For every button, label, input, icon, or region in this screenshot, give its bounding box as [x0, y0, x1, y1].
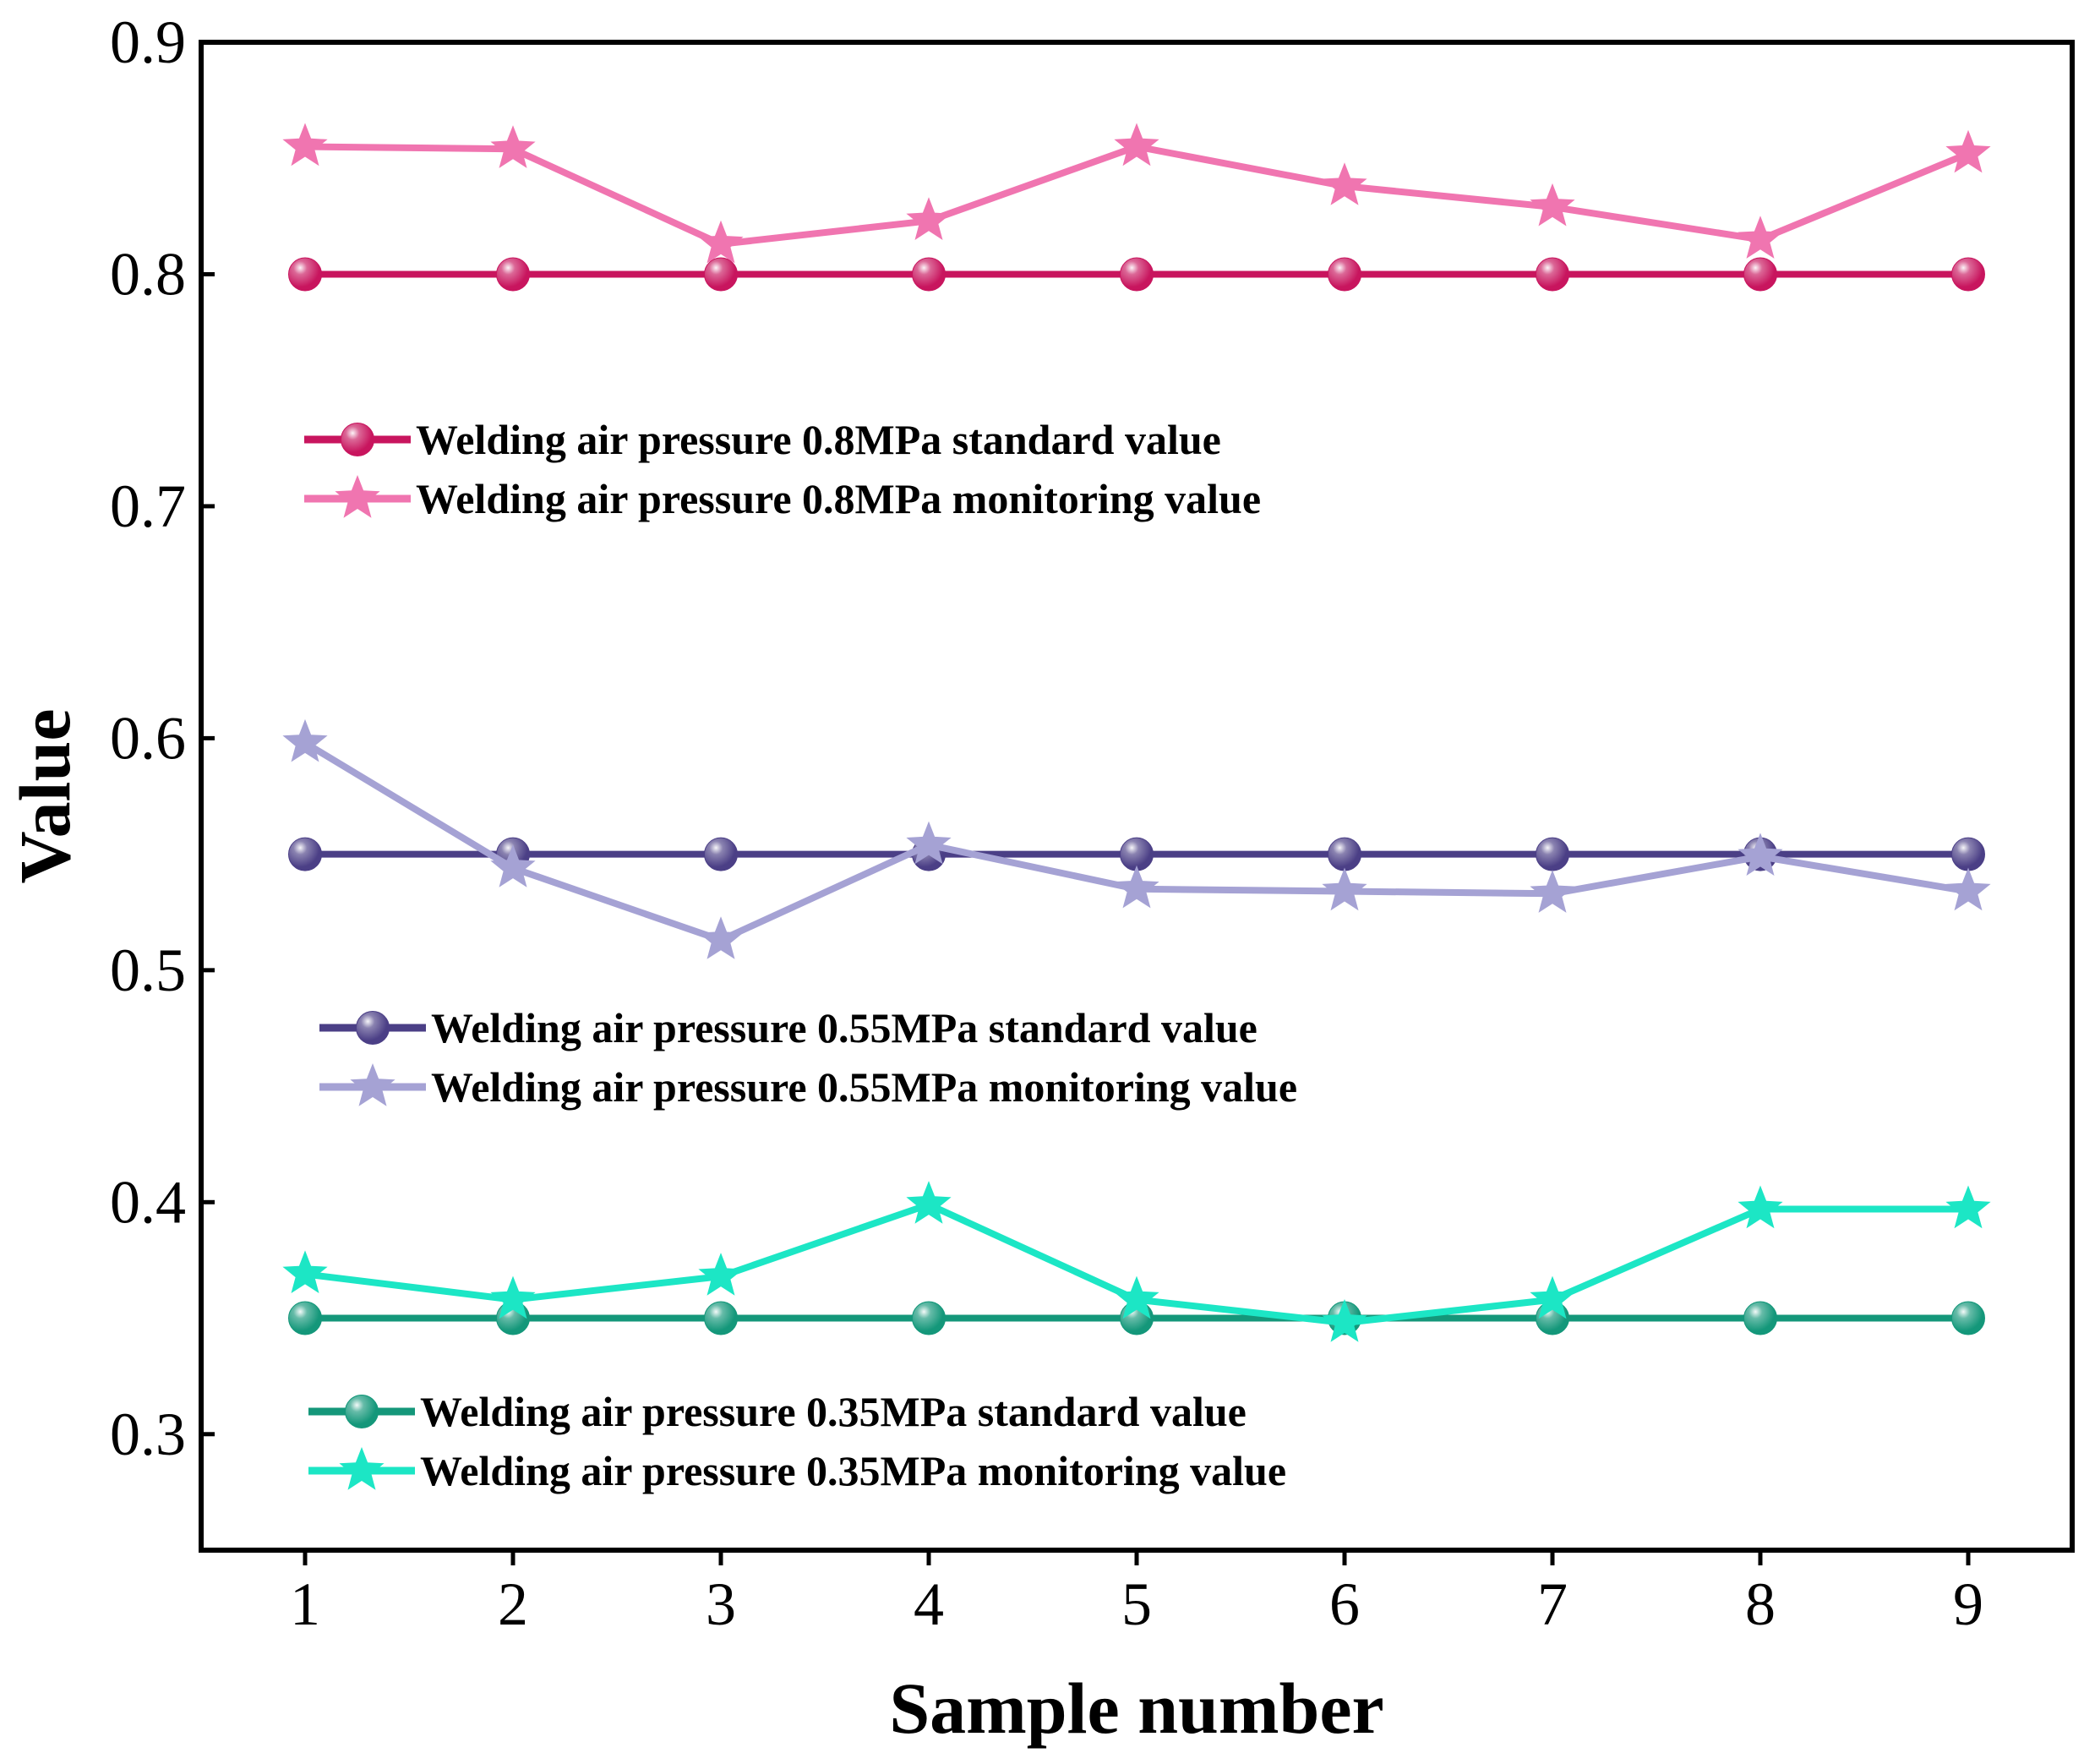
data-point-shine [1744, 1302, 1776, 1335]
legend-label: Welding air pressure 0.55MPa standard va… [431, 1004, 1257, 1051]
x-tick-label: 9 [1953, 1570, 1983, 1638]
data-point [490, 125, 536, 168]
x-tick-label: 3 [706, 1570, 736, 1638]
x-tick-label: 8 [1745, 1570, 1776, 1638]
legend-marker-shine [341, 423, 374, 456]
data-point [1322, 162, 1367, 205]
data-point [1945, 867, 1991, 911]
data-point [1114, 1275, 1159, 1319]
y-tick-label: 0.5 [110, 937, 186, 1004]
data-point-shine [289, 1302, 321, 1335]
data-point [906, 197, 952, 240]
legend-label: Welding air pressure 0.35MPa standard va… [420, 1388, 1247, 1435]
legend-lower-left: Welding air pressure 0.35MPa standard va… [308, 1388, 1286, 1494]
data-point-shine [705, 1302, 737, 1335]
y-axis-ticks: 0.3 0.4 0.5 0.6 0.7 0.8 0.9 [110, 8, 215, 1468]
data-point [1530, 1275, 1575, 1319]
data-point-shine [913, 1302, 945, 1335]
data-point-shine [1328, 258, 1361, 291]
data-point [1945, 1185, 1991, 1229]
x-tick-label: 1 [290, 1570, 320, 1638]
legend-label: Welding air pressure 0.8MPa standard val… [416, 416, 1221, 463]
data-point-shine [289, 258, 321, 291]
data-point [1322, 867, 1367, 911]
series-5 [282, 1181, 1991, 1342]
data-point-shine [1952, 258, 1984, 291]
data-point-shine [1121, 838, 1153, 871]
y-tick-label: 0.3 [110, 1401, 186, 1468]
legend-label: Welding air pressure 0.55MPa monitoring … [431, 1063, 1297, 1111]
data-point [906, 821, 952, 865]
data-point [1114, 123, 1159, 167]
x-tick-label: 2 [498, 1570, 528, 1638]
legend-marker-shine [346, 1395, 378, 1428]
legend-middle-left: Welding air pressure 0.55MPa standard va… [319, 1004, 1297, 1111]
data-point [1738, 1185, 1783, 1229]
data-point-shine [705, 838, 737, 871]
data-point-shine [1536, 838, 1568, 871]
y-tick-label: 0.4 [110, 1168, 186, 1236]
y-axis-title: Value [4, 708, 85, 883]
data-point [1530, 183, 1575, 227]
x-tick-label: 7 [1537, 1570, 1568, 1638]
data-point-shine [913, 258, 945, 291]
legend-marker [350, 1063, 396, 1106]
data-point-shine [1744, 258, 1776, 291]
data-point [1322, 1299, 1367, 1342]
data-point [1945, 129, 1991, 173]
data-point [282, 718, 328, 762]
data-point [698, 220, 744, 264]
series-1 [282, 123, 1991, 264]
data-point [1738, 216, 1783, 259]
data-point-shine [497, 258, 529, 291]
data-point [906, 1181, 952, 1224]
data-point-shine [289, 838, 321, 871]
data-point-shine [705, 258, 737, 291]
data-point [490, 844, 536, 887]
series-layer [282, 123, 1991, 1342]
legend-layer: Welding air pressure 0.8MPa standard val… [304, 416, 1297, 1494]
data-point [698, 1253, 744, 1296]
x-axis-ticks: 1 2 3 4 5 6 7 8 9 [290, 1550, 1983, 1638]
y-tick-label: 0.8 [110, 240, 186, 308]
data-point-shine [1328, 838, 1361, 871]
data-point-shine [1121, 258, 1153, 291]
x-tick-label: 5 [1121, 1570, 1152, 1638]
data-point [282, 123, 328, 167]
data-point-shine [1952, 1302, 1984, 1335]
data-point [282, 1250, 328, 1293]
x-axis-title: Sample number [889, 1668, 1383, 1749]
data-point-shine [1952, 838, 1984, 871]
y-tick-label: 0.6 [110, 704, 186, 772]
data-point [1738, 833, 1783, 876]
legend-marker-shine [357, 1012, 389, 1044]
y-tick-label: 0.9 [110, 8, 186, 76]
y-tick-label: 0.7 [110, 472, 186, 540]
legend-marker [335, 475, 380, 518]
series-0 [288, 257, 1985, 292]
x-tick-label: 4 [914, 1570, 944, 1638]
data-point [698, 916, 744, 959]
series-line [304, 143, 1970, 248]
data-point [490, 1275, 536, 1319]
legend-label: Welding air pressure 0.35MPa monitoring … [420, 1447, 1286, 1494]
legend-upper-left: Welding air pressure 0.8MPa standard val… [304, 416, 1261, 522]
data-point [1530, 870, 1575, 913]
x-tick-label: 6 [1329, 1570, 1360, 1638]
legend-label: Welding air pressure 0.8MPa monitoring v… [416, 475, 1261, 522]
series-3 [282, 718, 1991, 959]
data-point-shine [1536, 258, 1568, 291]
legend-marker [339, 1447, 385, 1490]
data-point [1114, 865, 1159, 909]
